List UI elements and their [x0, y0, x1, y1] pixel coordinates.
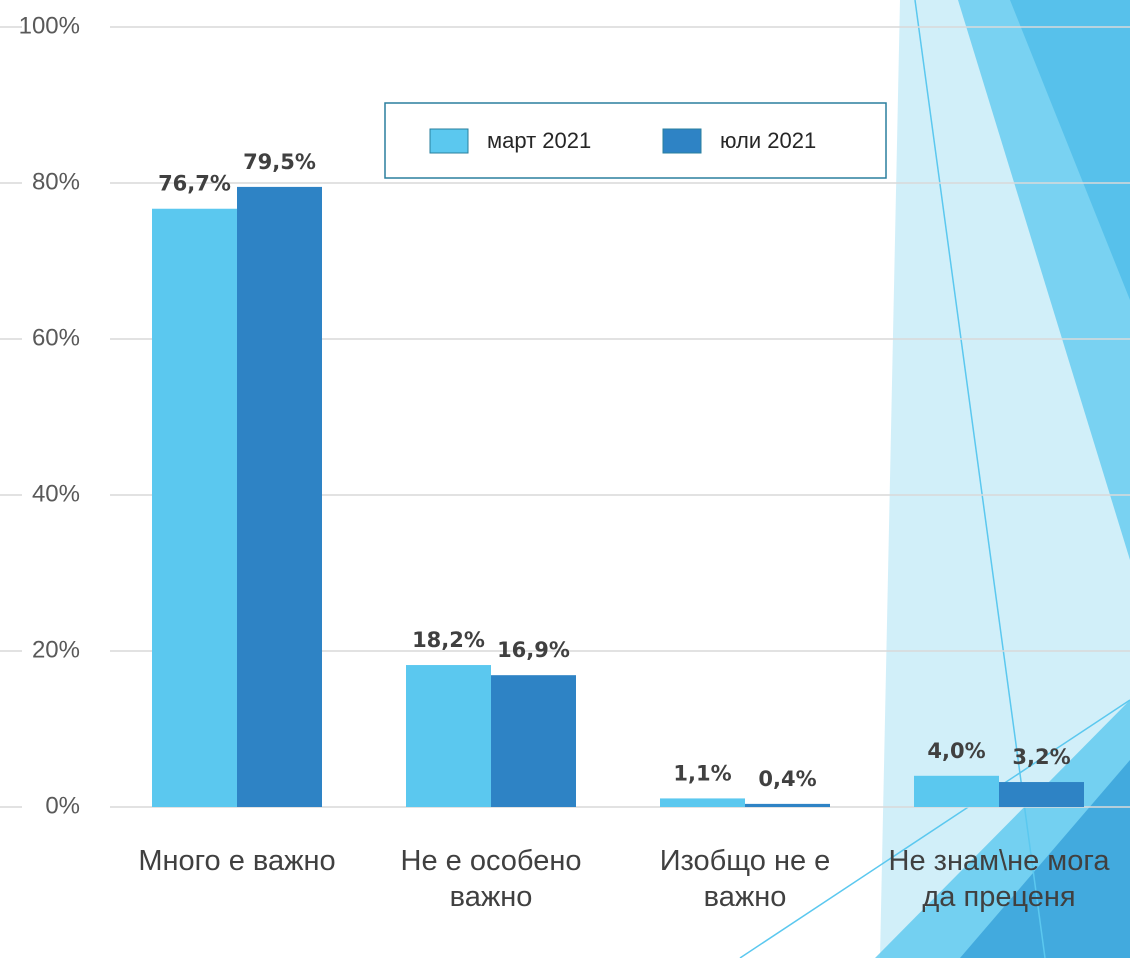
- y-tick-label: 60%: [32, 324, 80, 351]
- y-tick-label: 100%: [19, 12, 80, 39]
- value-label: 3,2%: [1012, 745, 1070, 769]
- x-tick-label: Не знам\не мога да преценя: [888, 845, 1110, 913]
- value-label: 0,4%: [758, 767, 816, 791]
- legend-label: март 2021: [487, 128, 591, 153]
- bar: [999, 782, 1084, 807]
- value-label: 18,2%: [412, 628, 485, 652]
- y-tick-label: 40%: [32, 480, 80, 507]
- bar: [406, 665, 491, 807]
- legend-swatch: [429, 128, 469, 154]
- bar: [237, 186, 322, 807]
- value-label: 1,1%: [673, 761, 731, 785]
- x-tick-label: Много е важно: [138, 845, 336, 877]
- legend-label: юли 2021: [720, 128, 816, 153]
- legend-swatch: [662, 128, 702, 154]
- decoration: [739, 0, 1130, 958]
- y-tick-label: 20%: [32, 636, 80, 663]
- y-tick-label: 0%: [45, 792, 80, 819]
- value-label: 79,5%: [243, 150, 316, 174]
- bar: [152, 208, 237, 808]
- x-tick-label: Не е особено важно: [400, 845, 582, 913]
- bar: [914, 775, 999, 807]
- value-label: 4,0%: [927, 739, 985, 763]
- value-label: 76,7%: [158, 172, 231, 196]
- y-tick-label: 80%: [32, 168, 80, 195]
- bar: [745, 803, 830, 807]
- bar: [491, 675, 576, 807]
- value-label: 16,9%: [497, 638, 570, 662]
- x-tick-label: Изобщо не е важно: [659, 845, 831, 913]
- bar: [660, 798, 745, 807]
